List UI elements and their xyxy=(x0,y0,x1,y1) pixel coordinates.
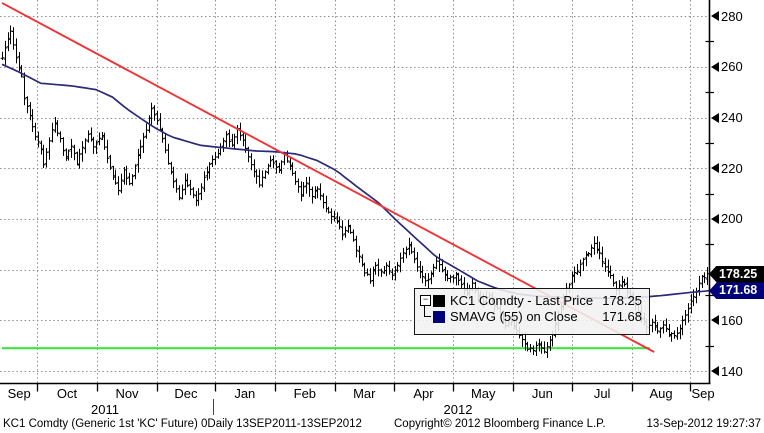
month-label-mar-6: Mar xyxy=(353,386,376,401)
month-label-sep-12: Sep xyxy=(691,386,715,401)
price-badge-smavg: 171.68 xyxy=(709,282,764,300)
month-label-nov-2: Nov xyxy=(115,386,139,401)
y-tick-arrow-icon xyxy=(711,11,719,22)
y-tick-arrow-icon xyxy=(711,366,719,376)
month-label-aug-11: Aug xyxy=(649,386,673,401)
y-tick-arrow-icon xyxy=(711,315,719,326)
month-label-jan-4: Jan xyxy=(234,386,256,401)
legend-tree-stub xyxy=(424,316,431,317)
legend-value: 178.25 xyxy=(602,293,642,308)
price-badge-last: 178.25 xyxy=(709,265,764,283)
footer-copyright: Copyright© 2012 Bloomberg Finance L.P. xyxy=(394,418,606,430)
y-axis-label: 220 xyxy=(711,160,743,177)
y-axis-label: 260 xyxy=(711,58,743,75)
y-axis-label: 240 xyxy=(711,109,743,126)
year-label-2011: 2011 xyxy=(91,402,119,417)
year-label-2012: 2012 xyxy=(443,402,473,417)
legend-label: KC1 Comdty - Last Price xyxy=(450,293,594,308)
footer-timestamp: 13-Sep-2012 19:27:37 xyxy=(646,418,761,430)
legend-row-smavg: SMAVG (55) on Close 171.68 xyxy=(433,309,642,324)
y-axis-label: 200 xyxy=(711,210,743,227)
month-label-feb-5: Feb xyxy=(293,386,317,401)
footer-description: KC1 Comdty (Generic 1st 'KC' Future) 0Da… xyxy=(3,418,362,430)
month-label-apr-7: Apr xyxy=(413,386,434,401)
y-tick-arrow-icon xyxy=(711,112,719,123)
legend-row-last-price: KC1 Comdty - Last Price 178.25 xyxy=(433,293,642,308)
month-label-oct-1: Oct xyxy=(56,386,78,401)
legend-tree-line xyxy=(424,305,425,316)
month-label-jul-10: Jul xyxy=(593,386,611,401)
y-axis-label: 140 xyxy=(711,363,743,380)
month-label-sep-0: Sep xyxy=(7,386,31,401)
y-tick-arrow-icon xyxy=(711,163,719,174)
legend-label: SMAVG (55) on Close xyxy=(450,309,578,324)
legend-swatch-last-price xyxy=(433,294,445,307)
y-axis-label: 280 xyxy=(711,8,743,25)
month-label-may-8: May xyxy=(470,386,496,401)
legend-panel[interactable]: − KC1 Comdty - Last Price 178.25 SMAVG (… xyxy=(414,288,650,335)
year-divider xyxy=(213,399,214,415)
legend-tree-expander-icon[interactable]: − xyxy=(420,295,431,306)
legend-swatch-smavg xyxy=(433,310,445,323)
axes xyxy=(0,0,714,392)
legend-value: 171.68 xyxy=(602,309,642,324)
y-tick-arrow-icon xyxy=(711,213,719,224)
y-axis-label: 160 xyxy=(711,312,743,329)
y-tick-arrow-icon xyxy=(711,61,719,72)
month-label-dec-3: Dec xyxy=(174,386,198,401)
month-label-jun-9: Jun xyxy=(531,386,553,401)
